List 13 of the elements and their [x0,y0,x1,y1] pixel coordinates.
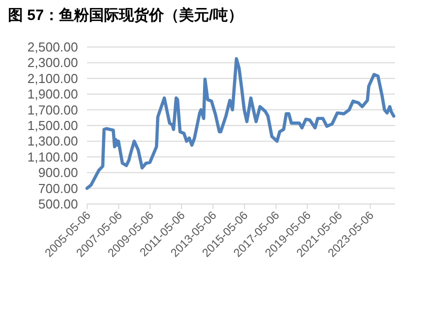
y-tick-label: 1,100.00 [27,149,78,164]
y-tick-label: 900.00 [38,165,78,180]
line-series [85,57,396,190]
y-tick-label: 2,100.00 [27,70,78,86]
y-tick-label: 1,300.00 [27,134,78,149]
chart-title: 图 57：鱼粉国际现货价（美元/吨） [8,6,244,24]
y-tick-label: 1,900.00 [27,86,78,102]
y-tick-label: 1,700.00 [27,102,78,118]
y-tick-label: 700.00 [38,180,78,196]
y-tick-label: 2,500.00 [27,40,78,54]
y-tick-label: 1,500.00 [27,118,78,133]
y-tick-label: 2,300.00 [27,55,78,70]
y-tick-label: 500.00 [38,196,78,212]
